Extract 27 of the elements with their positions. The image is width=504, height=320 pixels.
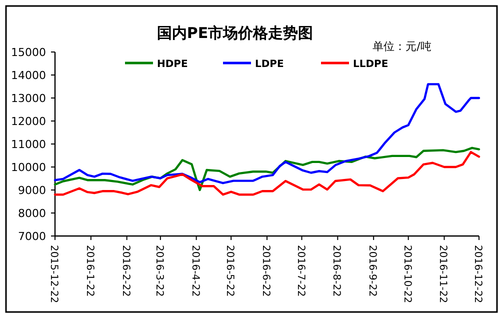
y-tick-label: 9000 (18, 184, 46, 197)
y-tick-label: 8000 (18, 207, 46, 220)
y-tick-label: 11000 (11, 138, 46, 151)
x-tick-label: 2016-12-22 (472, 245, 483, 304)
x-tick-label: 2016-8-22 (330, 245, 342, 297)
legend-label: LDPE (255, 59, 284, 70)
legend-label: HDPE (157, 59, 188, 70)
x-tick-label: 2016-10-22 (401, 245, 412, 304)
x-tick-label: 2016-2-22 (120, 245, 131, 297)
x-tick-label: 2016-9-22 (366, 245, 378, 297)
x-tick-label: 2016-3-22 (153, 245, 164, 297)
legend-label: LLDPE (353, 59, 388, 70)
y-tick-label: 12000 (11, 115, 46, 128)
x-tick-label: 2015-12-22 (48, 245, 59, 304)
y-tick-label: 15000 (11, 46, 46, 59)
x-tick-label: 2016-6-22 (260, 245, 271, 297)
x-tick-label: 2016-4-22 (189, 245, 200, 297)
y-tick-label: 10000 (11, 161, 46, 174)
chart-subtitle: 单位：元/吨 (372, 40, 432, 53)
x-tick-label: 2016-5-22 (224, 245, 236, 297)
y-tick-label: 13000 (11, 92, 46, 105)
x-tick-label: 2016-7-22 (294, 245, 306, 297)
x-tick-label: 2016-1-22 (84, 245, 95, 297)
x-tick-label: 2016-11-22 (437, 245, 448, 304)
y-tick-label: 14000 (11, 69, 46, 82)
chart-title: 国内PE市场价格走势图 (156, 24, 314, 42)
y-tick-label: 7000 (18, 230, 46, 243)
